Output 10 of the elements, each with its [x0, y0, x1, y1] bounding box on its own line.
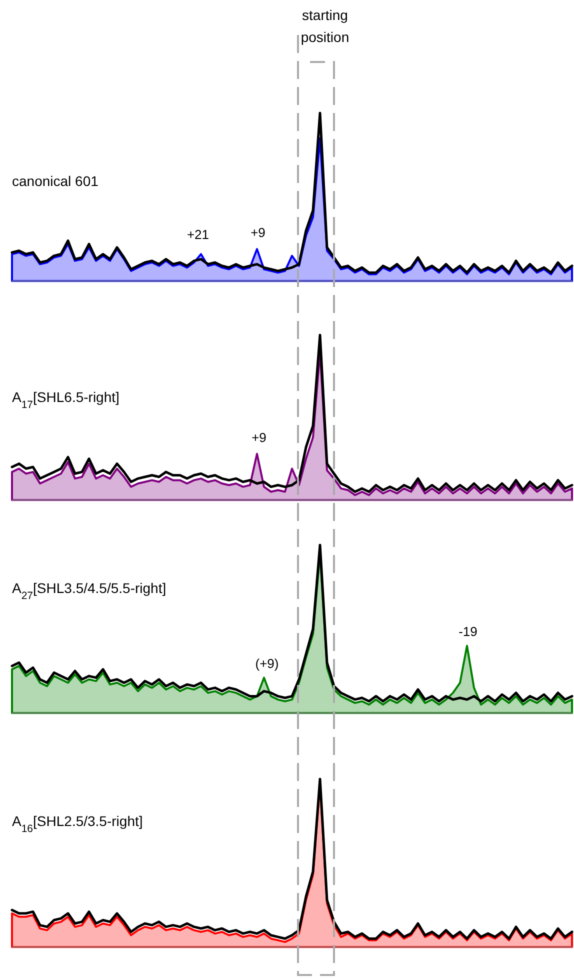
annotation: (+9) [255, 656, 279, 671]
text: canonical 601 [12, 173, 99, 189]
text: A$_{16}$[SHL2.5/3.5-right] [12, 813, 143, 835]
annotation: +9 [252, 430, 266, 445]
text: starting position [300, 7, 350, 45]
annotation: -19 [458, 624, 478, 639]
text: A$_{27}$[SHL3.5/4.5/5.5-right] [12, 580, 166, 602]
annotation: +9 [250, 225, 266, 240]
text: A$_{17}$[SHL6.5-right] [12, 389, 120, 411]
annotation: +21 [186, 227, 210, 242]
